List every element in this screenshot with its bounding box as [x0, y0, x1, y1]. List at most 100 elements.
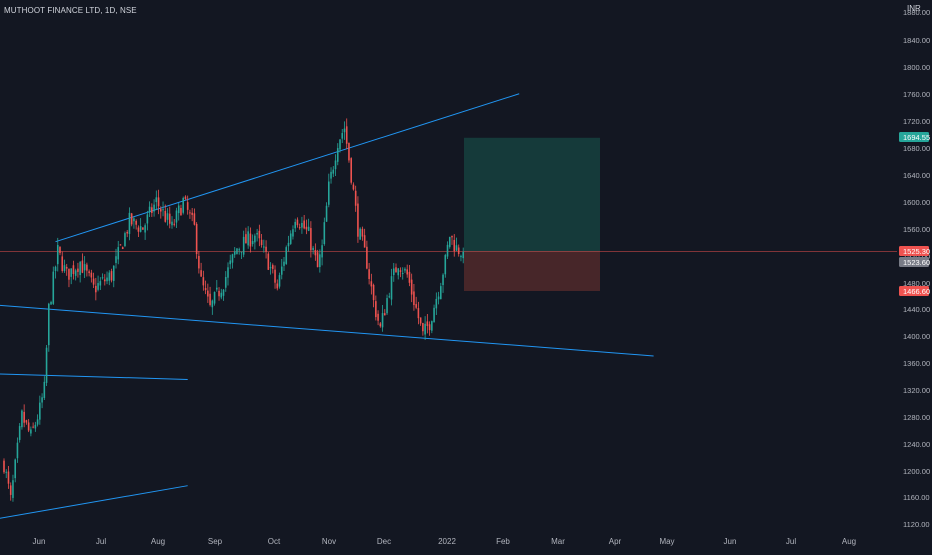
- x-tick-label: Jul: [96, 537, 106, 546]
- candle-body: [336, 148, 339, 162]
- candle-body: [435, 298, 438, 309]
- candle-body: [236, 248, 238, 254]
- trendline-upper-resistance[interactable]: [55, 93, 520, 243]
- profit-zone[interactable]: [464, 137, 600, 252]
- candle-body: [341, 133, 344, 139]
- candle-body: [348, 142, 350, 161]
- candle-body: [440, 286, 442, 300]
- price-tag-target: [899, 132, 929, 142]
- candle-body: [419, 317, 422, 324]
- candle-body: [404, 268, 406, 271]
- candle-body: [357, 203, 359, 237]
- candle-body: [258, 230, 261, 239]
- candle-body: [180, 207, 182, 216]
- candle-body: [296, 219, 299, 226]
- candle-body: [442, 274, 444, 286]
- candle-body: [74, 270, 77, 276]
- candle-body: [70, 268, 72, 277]
- candle-body: [195, 223, 198, 255]
- candle-body: [34, 424, 37, 429]
- price-tag-stop: [899, 286, 929, 296]
- candle-body: [256, 232, 258, 235]
- candle-body: [260, 239, 263, 246]
- candle-body: [368, 269, 370, 279]
- loss-zone[interactable]: [464, 251, 600, 292]
- candle-body: [164, 210, 167, 222]
- candle-body: [173, 223, 176, 225]
- candle-body: [7, 471, 10, 484]
- candle-body: [23, 411, 25, 423]
- candle-body: [363, 235, 366, 248]
- candle-body: [448, 236, 451, 247]
- candle-body: [350, 158, 352, 183]
- candle-body: [247, 231, 249, 246]
- candle-body: [321, 245, 323, 258]
- y-tick-label: 1160.00: [903, 493, 930, 502]
- candle-body: [424, 323, 426, 335]
- candle-body: [166, 213, 169, 220]
- candle-body: [18, 426, 21, 440]
- candle-body: [14, 459, 16, 479]
- candle-body: [36, 419, 39, 425]
- candle-body: [417, 308, 420, 319]
- candle-body: [386, 298, 388, 314]
- candle-body: [366, 246, 368, 269]
- price-tag-label: 1523.60: [903, 258, 930, 267]
- candle-body: [175, 210, 178, 223]
- candle-body: [267, 253, 270, 270]
- candle-body: [370, 281, 373, 287]
- candle-body: [392, 268, 395, 276]
- y-tick-label: 1480.00: [903, 279, 930, 288]
- candle-body: [254, 235, 256, 243]
- price-tag-last: [899, 246, 929, 256]
- trendline-lower-support[interactable]: [0, 302, 654, 357]
- candle-body: [265, 246, 267, 252]
- x-tick-label: Sep: [208, 537, 223, 546]
- candle-body: [314, 249, 317, 256]
- candle-body: [316, 252, 319, 268]
- candle-body: [354, 190, 357, 206]
- candle-body: [90, 272, 93, 278]
- candle-body: [191, 212, 193, 215]
- candle-body: [395, 267, 397, 273]
- candle-body: [377, 313, 379, 321]
- candle-body: [128, 212, 131, 234]
- candle-body: [460, 255, 462, 258]
- candle-body: [30, 429, 32, 434]
- candle-body: [451, 235, 453, 238]
- candle-body: [130, 213, 133, 225]
- candle-body: [422, 323, 424, 332]
- y-tick-label: 1600.00: [903, 198, 930, 207]
- candle-body: [426, 321, 429, 326]
- candle-body: [278, 275, 281, 287]
- candle-body: [32, 426, 34, 428]
- candle-body: [334, 160, 337, 170]
- candle-body: [48, 303, 50, 346]
- candle-body: [352, 184, 355, 190]
- candle-body: [276, 283, 279, 289]
- price-tag-label: 1466.60: [903, 287, 930, 296]
- y-tick-label: 1280.00: [903, 413, 930, 422]
- x-tick-label: Feb: [496, 537, 510, 546]
- candle-body: [5, 471, 8, 473]
- candle-body: [200, 270, 202, 277]
- candle-body: [242, 236, 245, 255]
- candle-body: [312, 247, 314, 250]
- candle-body: [198, 255, 200, 269]
- candle-body: [455, 245, 458, 251]
- candle-body: [339, 139, 341, 150]
- candle-body: [343, 128, 346, 133]
- price-tag-label: 1694.55: [903, 133, 930, 142]
- x-tick-label: May: [659, 537, 674, 546]
- candle-body: [135, 220, 137, 225]
- y-tick-label: 1360.00: [903, 359, 930, 368]
- trendline-left-mid-line[interactable]: [0, 373, 188, 380]
- candle-body: [388, 296, 391, 298]
- trendline-left-low-line[interactable]: [0, 485, 188, 526]
- candle-body: [328, 181, 330, 205]
- candle-body: [59, 246, 61, 254]
- candle-body: [274, 269, 276, 283]
- candle-body: [462, 251, 464, 259]
- candle-body: [285, 247, 288, 264]
